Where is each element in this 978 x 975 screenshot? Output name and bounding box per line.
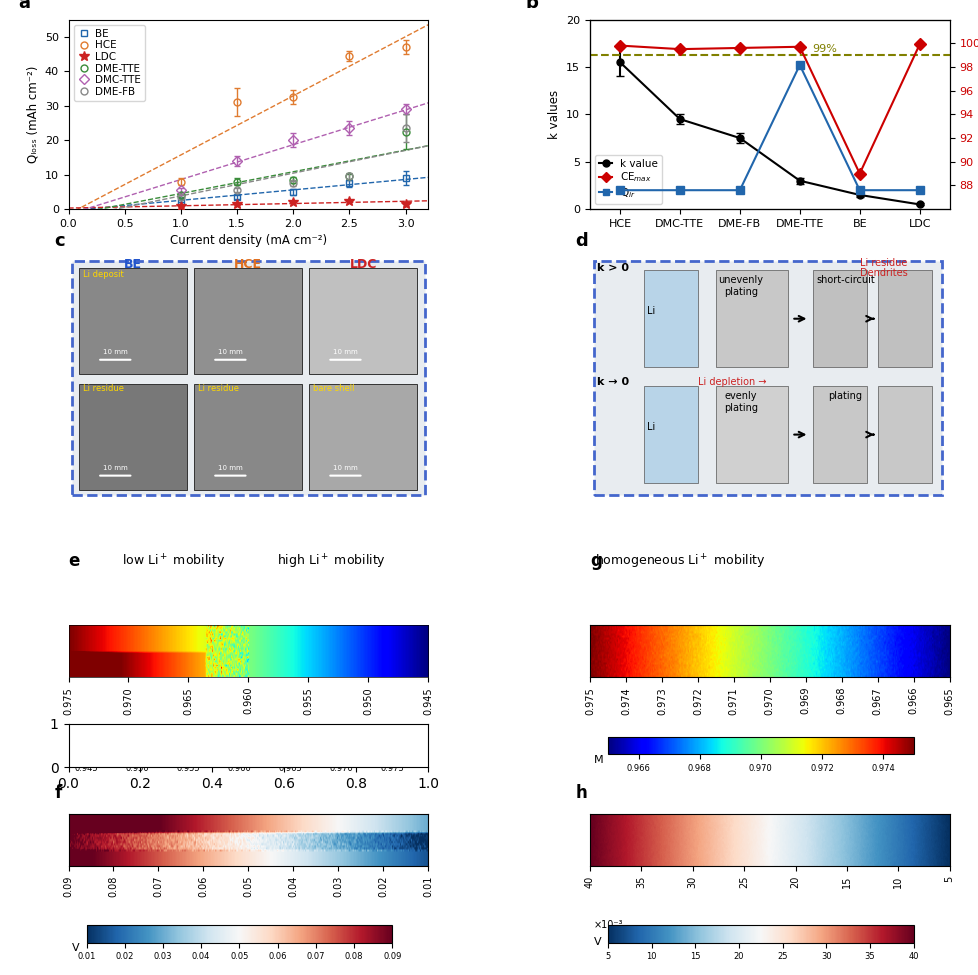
- Text: BE: BE: [124, 258, 142, 271]
- Text: M: M: [72, 755, 82, 765]
- Text: Li residue: Li residue: [198, 384, 239, 393]
- Text: g: g: [590, 553, 601, 570]
- Text: ×10⁻³: ×10⁻³: [593, 919, 622, 929]
- Text: Li residue: Li residue: [83, 384, 124, 393]
- Text: h: h: [575, 784, 587, 802]
- Bar: [309, 268, 417, 374]
- Text: e: e: [68, 553, 80, 570]
- Bar: [309, 384, 417, 490]
- Text: bare shell: bare shell: [313, 384, 354, 393]
- Text: 99%: 99%: [811, 44, 836, 54]
- Text: 10 mm: 10 mm: [333, 349, 357, 355]
- Text: k > 0: k > 0: [597, 263, 629, 273]
- Text: V: V: [72, 944, 79, 954]
- Text: 10 mm: 10 mm: [218, 349, 243, 355]
- Text: Dendrites: Dendrites: [859, 268, 907, 278]
- Text: short-circuit: short-circuit: [815, 275, 873, 286]
- Text: low Li$^+$ mobility: low Li$^+$ mobility: [122, 552, 225, 570]
- Text: plating: plating: [827, 391, 862, 401]
- Text: 10 mm: 10 mm: [333, 465, 357, 471]
- Text: Li deposit: Li deposit: [83, 270, 123, 280]
- Text: Li residue: Li residue: [859, 258, 907, 268]
- Text: unevenly
plating: unevenly plating: [718, 275, 763, 296]
- Text: 10 mm: 10 mm: [103, 465, 127, 471]
- Bar: [812, 386, 867, 483]
- FancyBboxPatch shape: [72, 260, 424, 495]
- Y-axis label: Qₗₒₛₛ (mAh cm⁻²): Qₗₒₛₛ (mAh cm⁻²): [26, 65, 39, 163]
- Text: b: b: [525, 0, 538, 12]
- Text: Li depletion →: Li depletion →: [697, 376, 766, 387]
- Text: high Li$^+$ mobility: high Li$^+$ mobility: [277, 552, 385, 570]
- Bar: [877, 386, 931, 483]
- Bar: [79, 384, 187, 490]
- Text: evenly
plating: evenly plating: [724, 391, 757, 412]
- Bar: [644, 386, 697, 483]
- Bar: [715, 386, 787, 483]
- Text: Li: Li: [646, 306, 654, 316]
- Text: Li: Li: [646, 422, 654, 432]
- Text: c: c: [54, 232, 65, 251]
- Legend: BE, HCE, LDC, DME-TTE, DMC-TTE, DME-FB: BE, HCE, LDC, DME-TTE, DMC-TTE, DME-FB: [73, 24, 145, 100]
- Text: homogeneous Li$^+$ mobility: homogeneous Li$^+$ mobility: [594, 552, 765, 570]
- Bar: [877, 270, 931, 367]
- FancyBboxPatch shape: [593, 260, 942, 495]
- Text: k → 0: k → 0: [597, 376, 629, 387]
- Text: V: V: [593, 937, 600, 947]
- Bar: [195, 384, 302, 490]
- Text: M: M: [593, 755, 602, 765]
- Text: a: a: [19, 0, 30, 12]
- Bar: [195, 268, 302, 374]
- X-axis label: Current density (mA cm⁻²): Current density (mA cm⁻²): [169, 234, 327, 248]
- Bar: [715, 270, 787, 367]
- Bar: [644, 270, 697, 367]
- Bar: [812, 270, 867, 367]
- Y-axis label: k values: k values: [547, 90, 560, 138]
- Legend: k value, CE$_{max}$, Q$_{ir}$: k value, CE$_{max}$, Q$_{ir}$: [595, 155, 661, 204]
- Text: 10 mm: 10 mm: [218, 465, 243, 471]
- Bar: [79, 268, 187, 374]
- Text: f: f: [54, 784, 62, 802]
- Text: LDC: LDC: [349, 258, 377, 271]
- Text: d: d: [575, 232, 588, 251]
- Text: 10 mm: 10 mm: [103, 349, 127, 355]
- Text: HCE: HCE: [234, 258, 262, 271]
